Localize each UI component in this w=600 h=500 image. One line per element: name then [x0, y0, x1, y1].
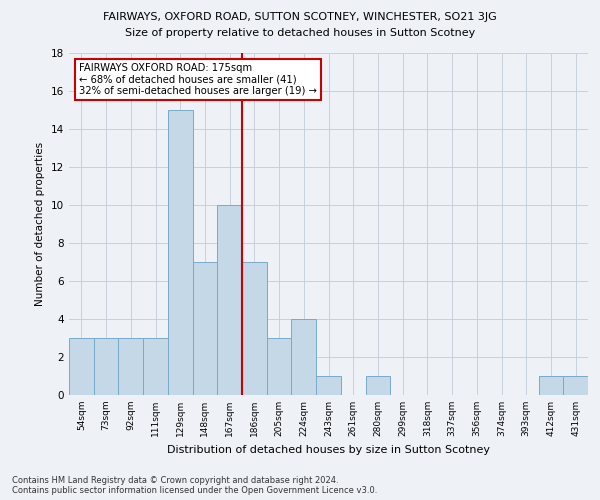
Bar — [365, 376, 390, 395]
Bar — [118, 338, 143, 395]
Bar — [316, 376, 341, 395]
Text: Contains HM Land Registry data © Crown copyright and database right 2024.
Contai: Contains HM Land Registry data © Crown c… — [12, 476, 377, 495]
Bar — [69, 338, 94, 395]
Text: FAIRWAYS, OXFORD ROAD, SUTTON SCOTNEY, WINCHESTER, SO21 3JG: FAIRWAYS, OXFORD ROAD, SUTTON SCOTNEY, W… — [103, 12, 497, 22]
Bar — [168, 110, 193, 395]
Bar — [242, 262, 267, 395]
Bar — [267, 338, 292, 395]
Text: Size of property relative to detached houses in Sutton Scotney: Size of property relative to detached ho… — [125, 28, 475, 38]
Y-axis label: Number of detached properties: Number of detached properties — [35, 142, 46, 306]
Bar — [217, 204, 242, 395]
Text: FAIRWAYS OXFORD ROAD: 175sqm
← 68% of detached houses are smaller (41)
32% of se: FAIRWAYS OXFORD ROAD: 175sqm ← 68% of de… — [79, 63, 317, 96]
Bar — [539, 376, 563, 395]
X-axis label: Distribution of detached houses by size in Sutton Scotney: Distribution of detached houses by size … — [167, 444, 490, 454]
Bar — [143, 338, 168, 395]
Bar — [193, 262, 217, 395]
Bar — [563, 376, 588, 395]
Bar — [292, 319, 316, 395]
Bar — [94, 338, 118, 395]
